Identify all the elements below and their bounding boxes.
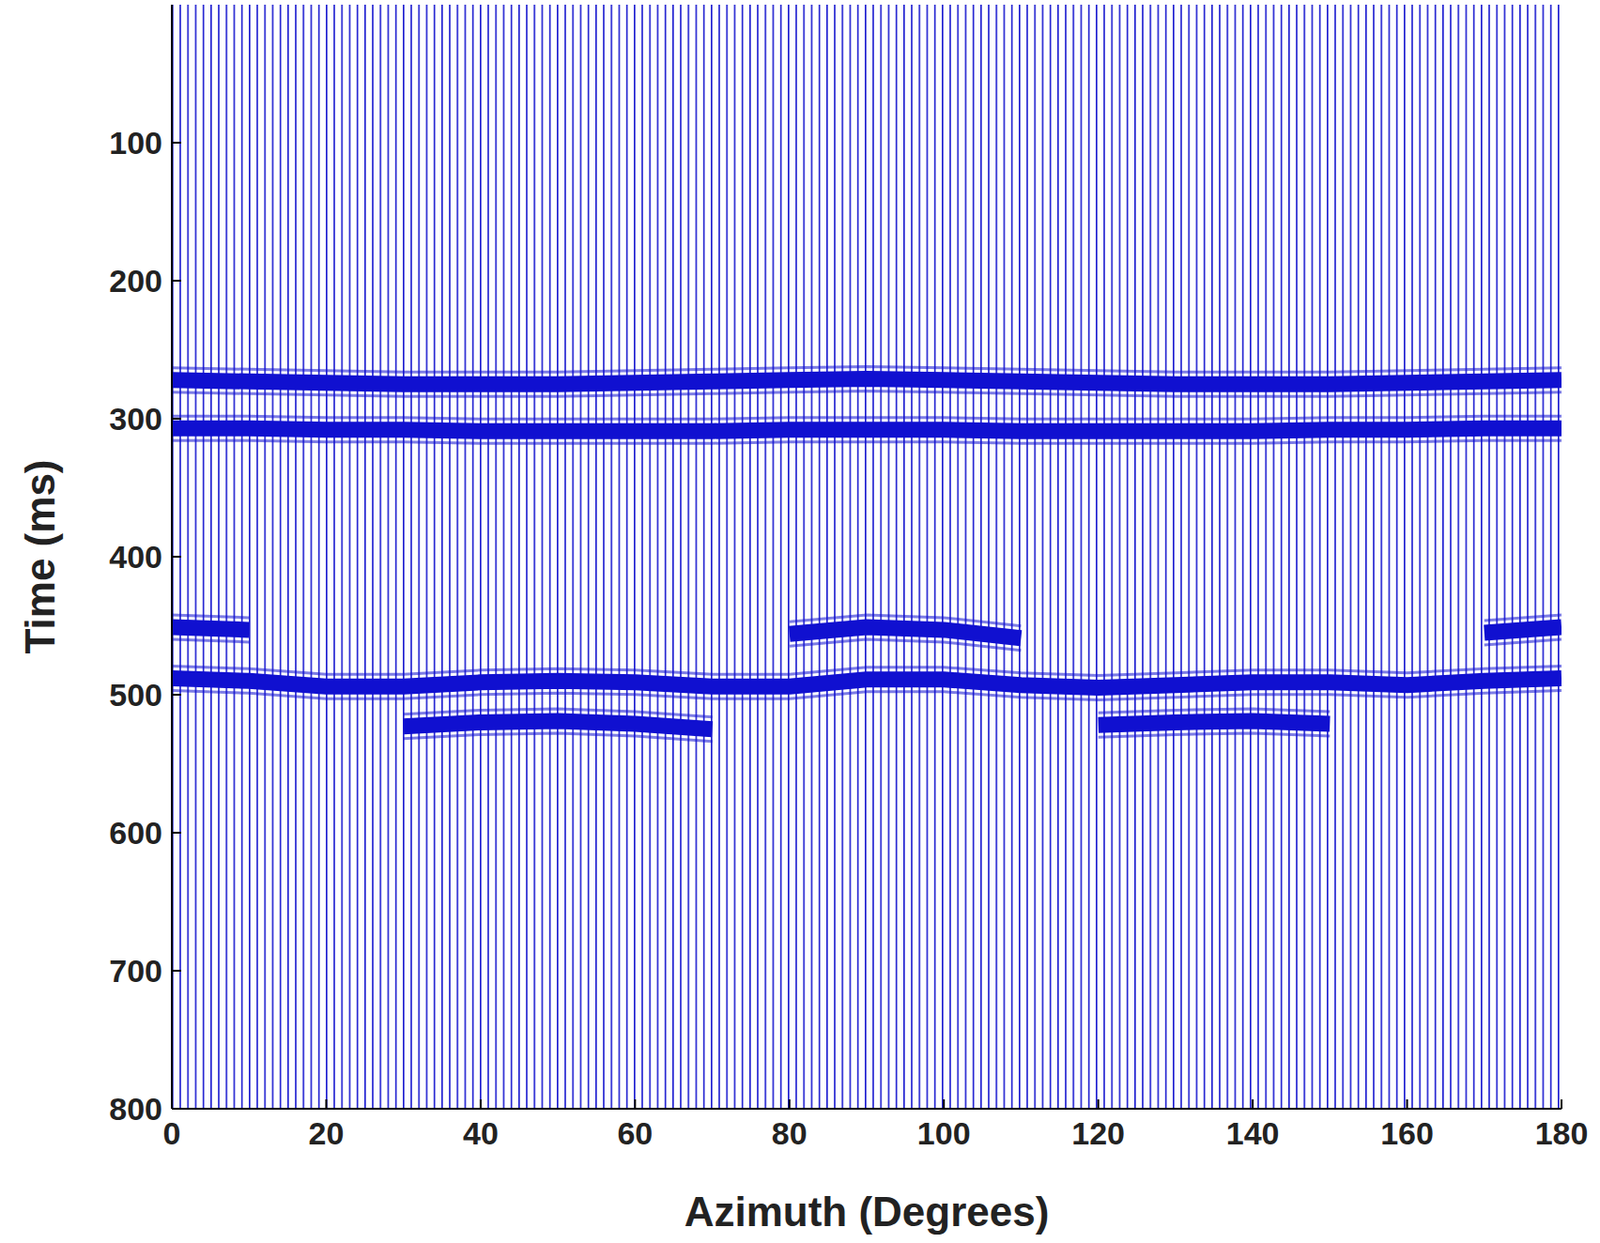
event-sidelobe bbox=[171, 415, 1562, 419]
y-tick-label: 700 bbox=[108, 953, 163, 989]
x-tick-label: 40 bbox=[462, 1115, 499, 1152]
y-tick-label: 200 bbox=[108, 262, 163, 299]
x-tick-label: 160 bbox=[1380, 1115, 1434, 1152]
y-tick bbox=[171, 969, 182, 972]
x-tick bbox=[1560, 1099, 1563, 1109]
x-tick bbox=[1251, 1099, 1254, 1109]
x-tick bbox=[633, 1099, 636, 1109]
event-line bbox=[171, 428, 1562, 431]
y-tick-label: 800 bbox=[108, 1091, 163, 1127]
x-tick-label: 120 bbox=[1071, 1115, 1125, 1152]
x-tick-label: 100 bbox=[917, 1115, 971, 1152]
y-tick-label: 100 bbox=[108, 124, 163, 161]
y-tick bbox=[171, 555, 182, 558]
event-line bbox=[171, 378, 1562, 385]
x-tick-label: 80 bbox=[771, 1115, 808, 1152]
y-tick bbox=[171, 279, 182, 282]
events bbox=[171, 366, 1562, 741]
y-tick-label: 400 bbox=[108, 538, 163, 575]
y-tick-label: 600 bbox=[108, 815, 163, 851]
y-tick bbox=[171, 693, 182, 696]
x-tick-label: 140 bbox=[1226, 1115, 1280, 1152]
x-tick-label: 180 bbox=[1535, 1115, 1589, 1152]
x-tick bbox=[479, 1099, 482, 1109]
x-tick bbox=[788, 1099, 791, 1109]
x-axis bbox=[171, 1107, 1562, 1110]
chart: 0 20 40 60 80 100 120 140 160 180 100 200 300 400 500 6… bbox=[0, 0, 1600, 1243]
y-tick bbox=[171, 831, 182, 834]
trace-background bbox=[171, 4, 1562, 1109]
x-axis-title: Azimuth (Degrees) bbox=[684, 1188, 1050, 1235]
event-sidelobe bbox=[171, 639, 1562, 651]
y-tick-label: 500 bbox=[108, 676, 163, 713]
x-tick bbox=[170, 1099, 173, 1109]
x-tick bbox=[1097, 1099, 1100, 1109]
y-tick bbox=[171, 141, 182, 144]
x-tick bbox=[324, 1099, 327, 1109]
y-axis-title: Time (ms) bbox=[16, 459, 63, 654]
x-tick bbox=[942, 1099, 945, 1109]
event-line bbox=[171, 677, 1562, 688]
y-tick bbox=[171, 1107, 182, 1110]
event-sidelobe bbox=[403, 733, 1331, 742]
x-tick bbox=[1406, 1099, 1409, 1109]
y-tick-label: 300 bbox=[108, 400, 163, 437]
event-line bbox=[171, 627, 1562, 639]
x-tick-label: 0 bbox=[163, 1115, 182, 1152]
y-tick bbox=[171, 417, 182, 420]
event-sidelobe bbox=[171, 440, 1562, 444]
x-tick-label: 60 bbox=[616, 1115, 653, 1152]
x-tick-label: 20 bbox=[308, 1115, 345, 1152]
event-line bbox=[403, 721, 1331, 730]
